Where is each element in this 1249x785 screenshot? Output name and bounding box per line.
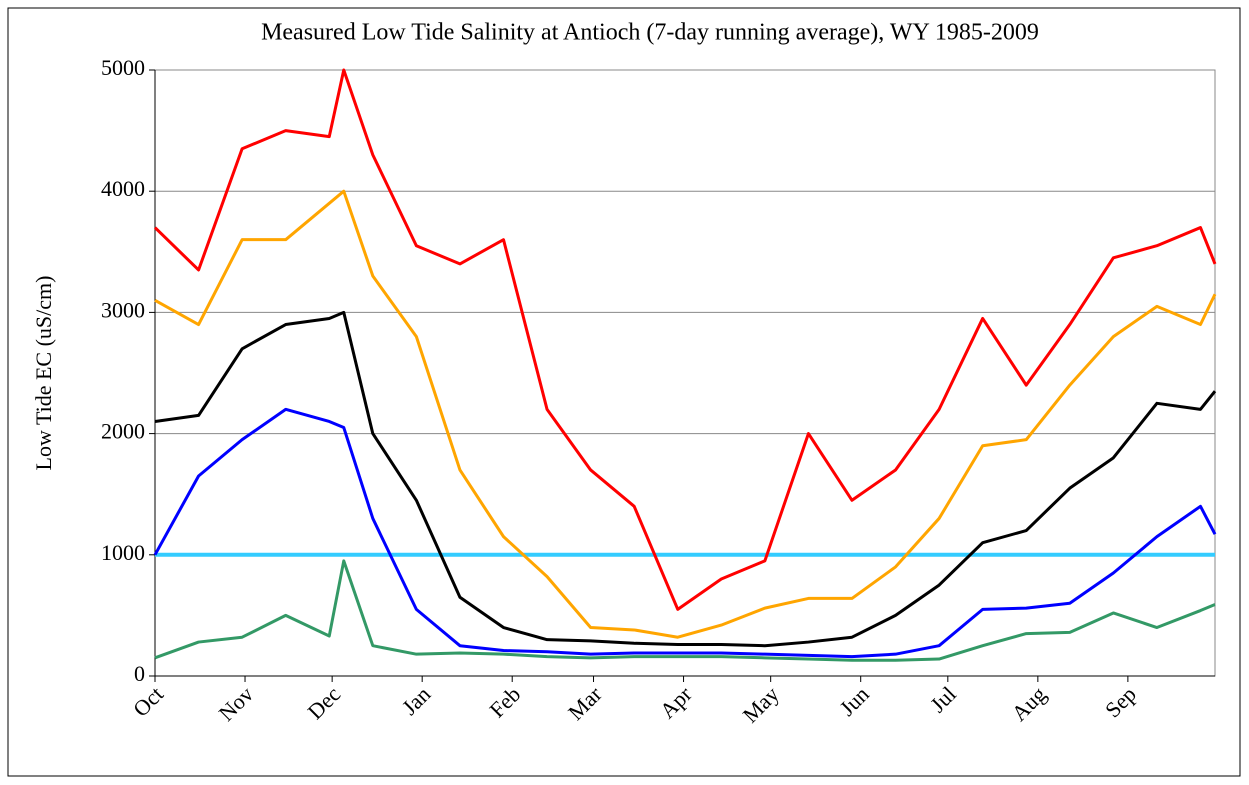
y-axis-label: Low Tide EC (uS/cm) — [31, 276, 56, 471]
series-line — [154, 189, 1217, 639]
y-tick-label: 3000 — [101, 297, 145, 322]
y-tick-label: 5000 — [101, 55, 145, 80]
series-line — [154, 559, 1216, 662]
series-line — [154, 310, 1217, 648]
y-tick-label: 0 — [134, 661, 145, 686]
series-line — [153, 68, 1217, 611]
chart-frame — [7, 7, 1241, 777]
y-tick-label: 1000 — [101, 540, 145, 565]
y-tick-label: 4000 — [101, 176, 145, 201]
chart-title: Measured Low Tide Salinity at Antioch (7… — [261, 20, 1039, 46]
y-tick-label: 2000 — [101, 419, 145, 444]
series-line — [153, 407, 1217, 659]
